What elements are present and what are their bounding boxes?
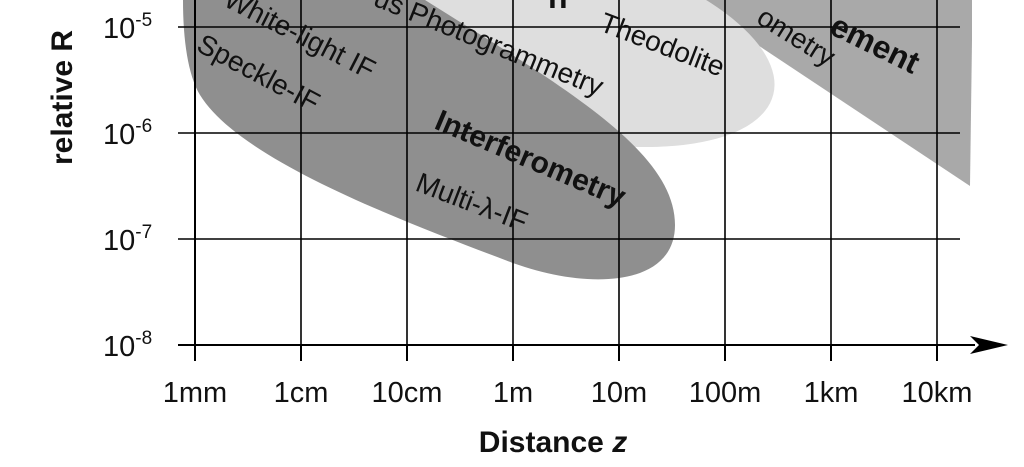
x-tick-label-1m: 1m xyxy=(493,377,533,409)
x-tick-label-1mm: 1mm xyxy=(163,377,227,409)
x-tick-label-10km: 10km xyxy=(902,377,973,409)
label-n: n xyxy=(548,0,568,15)
x-tick-label-1km: 1km xyxy=(804,377,859,409)
x-tick-label-100m: 100m xyxy=(689,377,762,409)
x-tick-label-10cm: 10cm xyxy=(372,377,443,409)
x-axis-arrow xyxy=(970,336,1008,354)
region-interferometry xyxy=(183,0,675,280)
y-tick-label--5: 10-5 xyxy=(103,10,152,45)
y-tick-label--8: 10-8 xyxy=(103,328,152,363)
y-tick-label--7: 10-7 xyxy=(103,222,152,257)
y-tick-label--6: 10-6 xyxy=(103,116,152,151)
y-axis-title: relative R xyxy=(46,30,79,165)
x-tick-label-1cm: 1cm xyxy=(274,377,329,409)
x-tick-label-10m: 10m xyxy=(591,377,647,409)
tick-labels: 1mm 1cm 10cm 1m 10m 100m 1km 10km 10-5 10-6 10-7 10… xyxy=(103,10,972,409)
grid xyxy=(178,0,960,345)
x-axis-title: Distance z xyxy=(479,426,627,459)
axes xyxy=(178,0,1008,361)
